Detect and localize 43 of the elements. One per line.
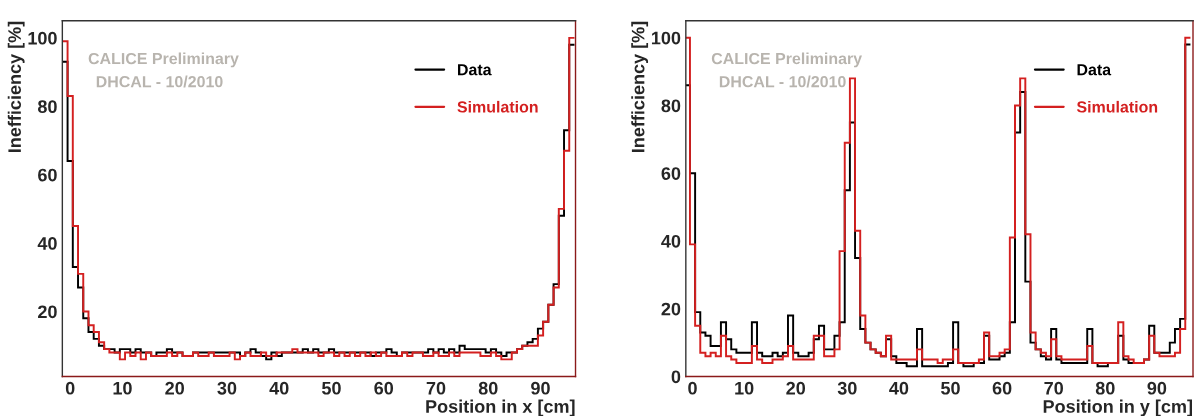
x-axis-title: Position in x [cm] bbox=[426, 399, 575, 416]
x-tick-label: 40 bbox=[889, 381, 909, 395]
y-tick-label: 60 bbox=[38, 168, 57, 182]
y-tick-label: 100 bbox=[651, 31, 681, 45]
annotation: CALICE Preliminary bbox=[88, 52, 239, 68]
y-tick-label: 0 bbox=[671, 370, 681, 384]
y-tick-label: 60 bbox=[661, 167, 681, 180]
x-tick-label: 40 bbox=[269, 381, 289, 395]
x-tick-label: 90 bbox=[531, 381, 550, 395]
y-tick-label: 40 bbox=[37, 237, 57, 250]
y-axis-title: Inefficiency [%] bbox=[7, 21, 25, 153]
annotation: DHCAL - 10/2010 bbox=[719, 75, 846, 88]
legend-label: Simulation bbox=[457, 100, 538, 113]
x-tick-label: 30 bbox=[217, 381, 237, 395]
x-tick-label: 0 bbox=[688, 381, 697, 395]
y-axis-title: Inefficiency [%] bbox=[631, 21, 649, 153]
x-axis-title: Position in y [cm] bbox=[1043, 399, 1192, 416]
legend-label: Simulation bbox=[1076, 100, 1158, 113]
y-tick-label: 20 bbox=[661, 302, 681, 316]
x-tick-label: 70 bbox=[426, 381, 446, 395]
x-tick-label: 20 bbox=[165, 381, 184, 395]
legend-label: Data bbox=[458, 64, 492, 76]
annotation: DHCAL - 10/2010 bbox=[96, 75, 223, 88]
x-tick-label: 10 bbox=[735, 381, 754, 395]
legend-label: Data bbox=[1077, 64, 1112, 76]
x-tick-label: 50 bbox=[941, 381, 960, 395]
y-tick-label: 80 bbox=[661, 99, 681, 113]
x-tick-label: 0 bbox=[65, 381, 75, 395]
x-tick-label: 70 bbox=[1044, 381, 1063, 395]
x-tick-label: 60 bbox=[992, 381, 1012, 395]
x-tick-label: 60 bbox=[374, 381, 394, 395]
y-tick-label: 40 bbox=[661, 234, 681, 248]
x-tick-label: 20 bbox=[786, 381, 806, 395]
y-tick-label: 80 bbox=[37, 100, 57, 114]
x-tick-label: 90 bbox=[1147, 381, 1167, 395]
y-tick-label: 20 bbox=[38, 305, 57, 319]
x-tick-label: 80 bbox=[478, 381, 498, 395]
annotation: CALICE Preliminary bbox=[711, 52, 862, 68]
y-tick-label: 100 bbox=[28, 31, 57, 45]
x-tick-label: 80 bbox=[1095, 381, 1115, 395]
x-tick-label: 10 bbox=[113, 381, 132, 395]
x-tick-label: 50 bbox=[321, 381, 341, 395]
x-tick-label: 30 bbox=[837, 381, 857, 395]
